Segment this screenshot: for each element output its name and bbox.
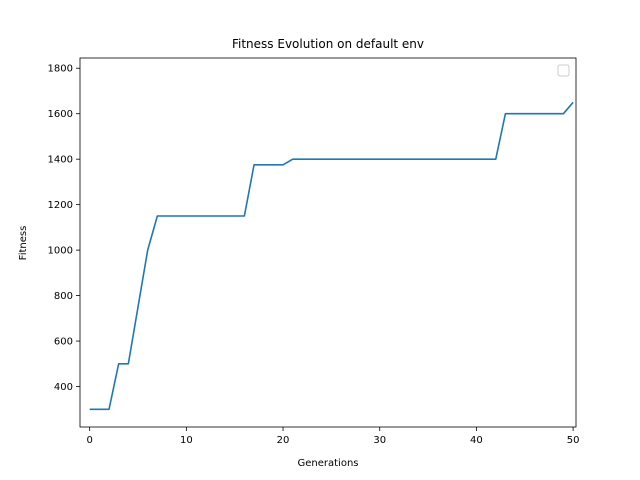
chart-title: Fitness Evolution on default env	[232, 37, 424, 51]
plot-area	[89, 101, 574, 411]
y-tick-label: 1200	[48, 200, 73, 211]
y-tick-label: 1800	[48, 64, 73, 75]
x-tick-label: 50	[567, 435, 580, 446]
x-tick-label: 20	[277, 435, 290, 446]
y-tick-label: 1000	[48, 246, 73, 257]
x-tick-label: 40	[470, 435, 483, 446]
x-axis-label: Generations	[298, 458, 359, 469]
x-tick-label: 10	[180, 435, 193, 446]
axis-ticks: 0 10 20 30 40 50 400 600 800 1000 1200 1400 1600 1800	[48, 64, 580, 446]
y-tick-label: 1600	[48, 109, 73, 120]
fitness-series-line	[89, 101, 574, 411]
x-tick-label: 0	[86, 435, 92, 446]
y-tick-label: 400	[54, 382, 73, 393]
y-tick-label: 600	[54, 337, 73, 348]
y-tick-label: 800	[54, 291, 73, 302]
legend-box	[557, 64, 570, 77]
x-tick-label: 30	[373, 435, 386, 446]
plot-frame	[79, 57, 577, 428]
y-axis-label: Fitness	[18, 226, 29, 261]
y-tick-label: 1400	[48, 155, 73, 166]
